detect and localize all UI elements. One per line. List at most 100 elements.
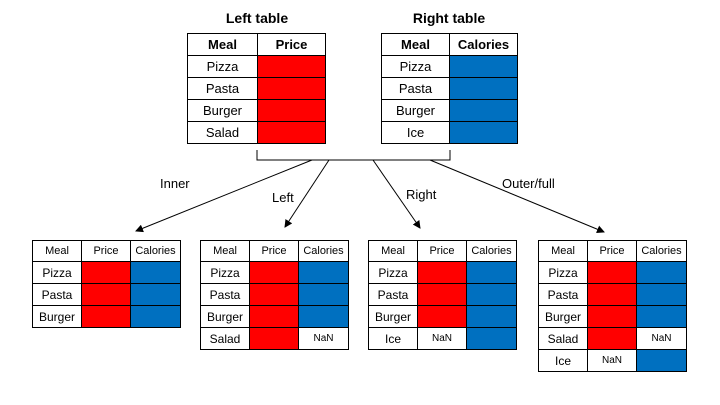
table-row: Burger xyxy=(200,305,349,328)
calories-cell xyxy=(449,99,518,122)
left-table: Meal Price Pizza Pasta Burger Salad xyxy=(187,33,326,144)
table-row: Pasta xyxy=(368,283,517,306)
calories-cell xyxy=(466,283,517,306)
meal-cell: Pizza xyxy=(368,261,418,284)
meal-cell: Burger xyxy=(381,99,450,122)
table-header-row: Meal Calories xyxy=(381,33,518,56)
meal-cell: Salad xyxy=(200,327,250,350)
price-cell xyxy=(587,283,637,306)
table-header-row: Meal Price Calories xyxy=(538,240,687,262)
header-price: Price xyxy=(417,240,467,262)
table-row: Pasta xyxy=(32,283,181,306)
price-cell xyxy=(587,261,637,284)
price-cell xyxy=(249,283,299,306)
table-row: Pasta xyxy=(538,283,687,306)
meal-cell: Pizza xyxy=(538,261,588,284)
table-row: Burger xyxy=(538,305,687,328)
nan-cell: NaN xyxy=(587,349,637,372)
table-header-row: Meal Price Calories xyxy=(200,240,349,262)
meal-cell: Ice xyxy=(538,349,588,372)
join-bracket xyxy=(256,150,451,161)
nan-cell: NaN xyxy=(417,327,467,350)
meal-cell: Pasta xyxy=(200,283,250,306)
table-row: Burger xyxy=(381,99,518,122)
header-calories: Calories xyxy=(636,240,687,262)
price-cell xyxy=(257,55,326,78)
calories-cell xyxy=(298,305,349,328)
calories-cell xyxy=(636,305,687,328)
table-row: Salad NaN xyxy=(538,327,687,350)
left-arrow xyxy=(284,159,330,228)
calories-cell xyxy=(449,121,518,144)
meal-cell: Pasta xyxy=(368,283,418,306)
calories-cell xyxy=(636,349,687,372)
header-meal: Meal xyxy=(368,240,418,262)
table-row: Burger xyxy=(187,99,326,122)
left-table-title: Left table xyxy=(225,10,289,26)
price-cell xyxy=(249,305,299,328)
inner-label: Inner xyxy=(160,176,190,191)
calories-cell xyxy=(636,261,687,284)
header-price: Price xyxy=(587,240,637,262)
table-row: Burger xyxy=(368,305,517,328)
table-header-row: Meal Price xyxy=(187,33,326,56)
calories-cell xyxy=(298,261,349,284)
nan-cell: NaN xyxy=(298,327,349,350)
meal-cell: Pasta xyxy=(32,283,82,306)
price-cell xyxy=(257,77,326,100)
price-cell xyxy=(81,283,131,306)
left-join-table: Meal Price Calories Pizza Pasta Burger S… xyxy=(200,240,349,350)
table-row: Ice xyxy=(381,121,518,144)
meal-cell: Burger xyxy=(368,305,418,328)
calories-cell xyxy=(298,283,349,306)
left-label: Left xyxy=(272,190,294,205)
calories-cell xyxy=(130,261,181,284)
calories-cell xyxy=(130,283,181,306)
table-row: Salad NaN xyxy=(200,327,349,350)
table-row: Pizza xyxy=(32,261,181,284)
meal-cell: Burger xyxy=(32,305,82,328)
price-cell xyxy=(249,261,299,284)
price-cell xyxy=(417,283,467,306)
right-label: Right xyxy=(406,187,437,202)
header-meal: Meal xyxy=(538,240,588,262)
outer-arrow xyxy=(429,159,605,234)
meal-cell: Ice xyxy=(381,121,450,144)
price-cell xyxy=(257,99,326,122)
outer-join-table: Meal Price Calories Pizza Pasta Burger S… xyxy=(538,240,687,372)
right-arrow xyxy=(372,159,421,229)
table-header-row: Meal Price Calories xyxy=(32,240,181,262)
table-row: Ice NaN xyxy=(538,349,687,372)
header-price: Price xyxy=(249,240,299,262)
right-table: Meal Calories Pizza Pasta Burger Ice xyxy=(381,33,518,144)
price-cell xyxy=(257,121,326,144)
meal-cell: Pasta xyxy=(538,283,588,306)
price-cell xyxy=(249,327,299,350)
calories-cell xyxy=(449,77,518,100)
table-header-row: Meal Price Calories xyxy=(368,240,517,262)
price-cell xyxy=(587,305,637,328)
table-row: Burger xyxy=(32,305,181,328)
calories-cell xyxy=(449,55,518,78)
calories-cell xyxy=(636,283,687,306)
nan-cell: NaN xyxy=(636,327,687,350)
outer-label: Outer/full xyxy=(502,176,555,191)
meal-cell: Pizza xyxy=(200,261,250,284)
right-join-table: Meal Price Calories Pizza Pasta Burger I… xyxy=(368,240,517,350)
calories-cell xyxy=(466,305,517,328)
table-row: Pizza xyxy=(200,261,349,284)
price-cell xyxy=(81,261,131,284)
header-price: Price xyxy=(81,240,131,262)
calories-cell xyxy=(466,327,517,350)
table-row: Pasta xyxy=(200,283,349,306)
header-meal: Meal xyxy=(32,240,82,262)
meal-cell: Pizza xyxy=(32,261,82,284)
right-table-title: Right table xyxy=(412,10,486,26)
table-row: Salad xyxy=(187,121,326,144)
header-calories: Calories xyxy=(130,240,181,262)
meal-cell: Salad xyxy=(538,327,588,350)
table-row: Ice NaN xyxy=(368,327,517,350)
header-calories: Calories xyxy=(298,240,349,262)
price-cell xyxy=(417,305,467,328)
